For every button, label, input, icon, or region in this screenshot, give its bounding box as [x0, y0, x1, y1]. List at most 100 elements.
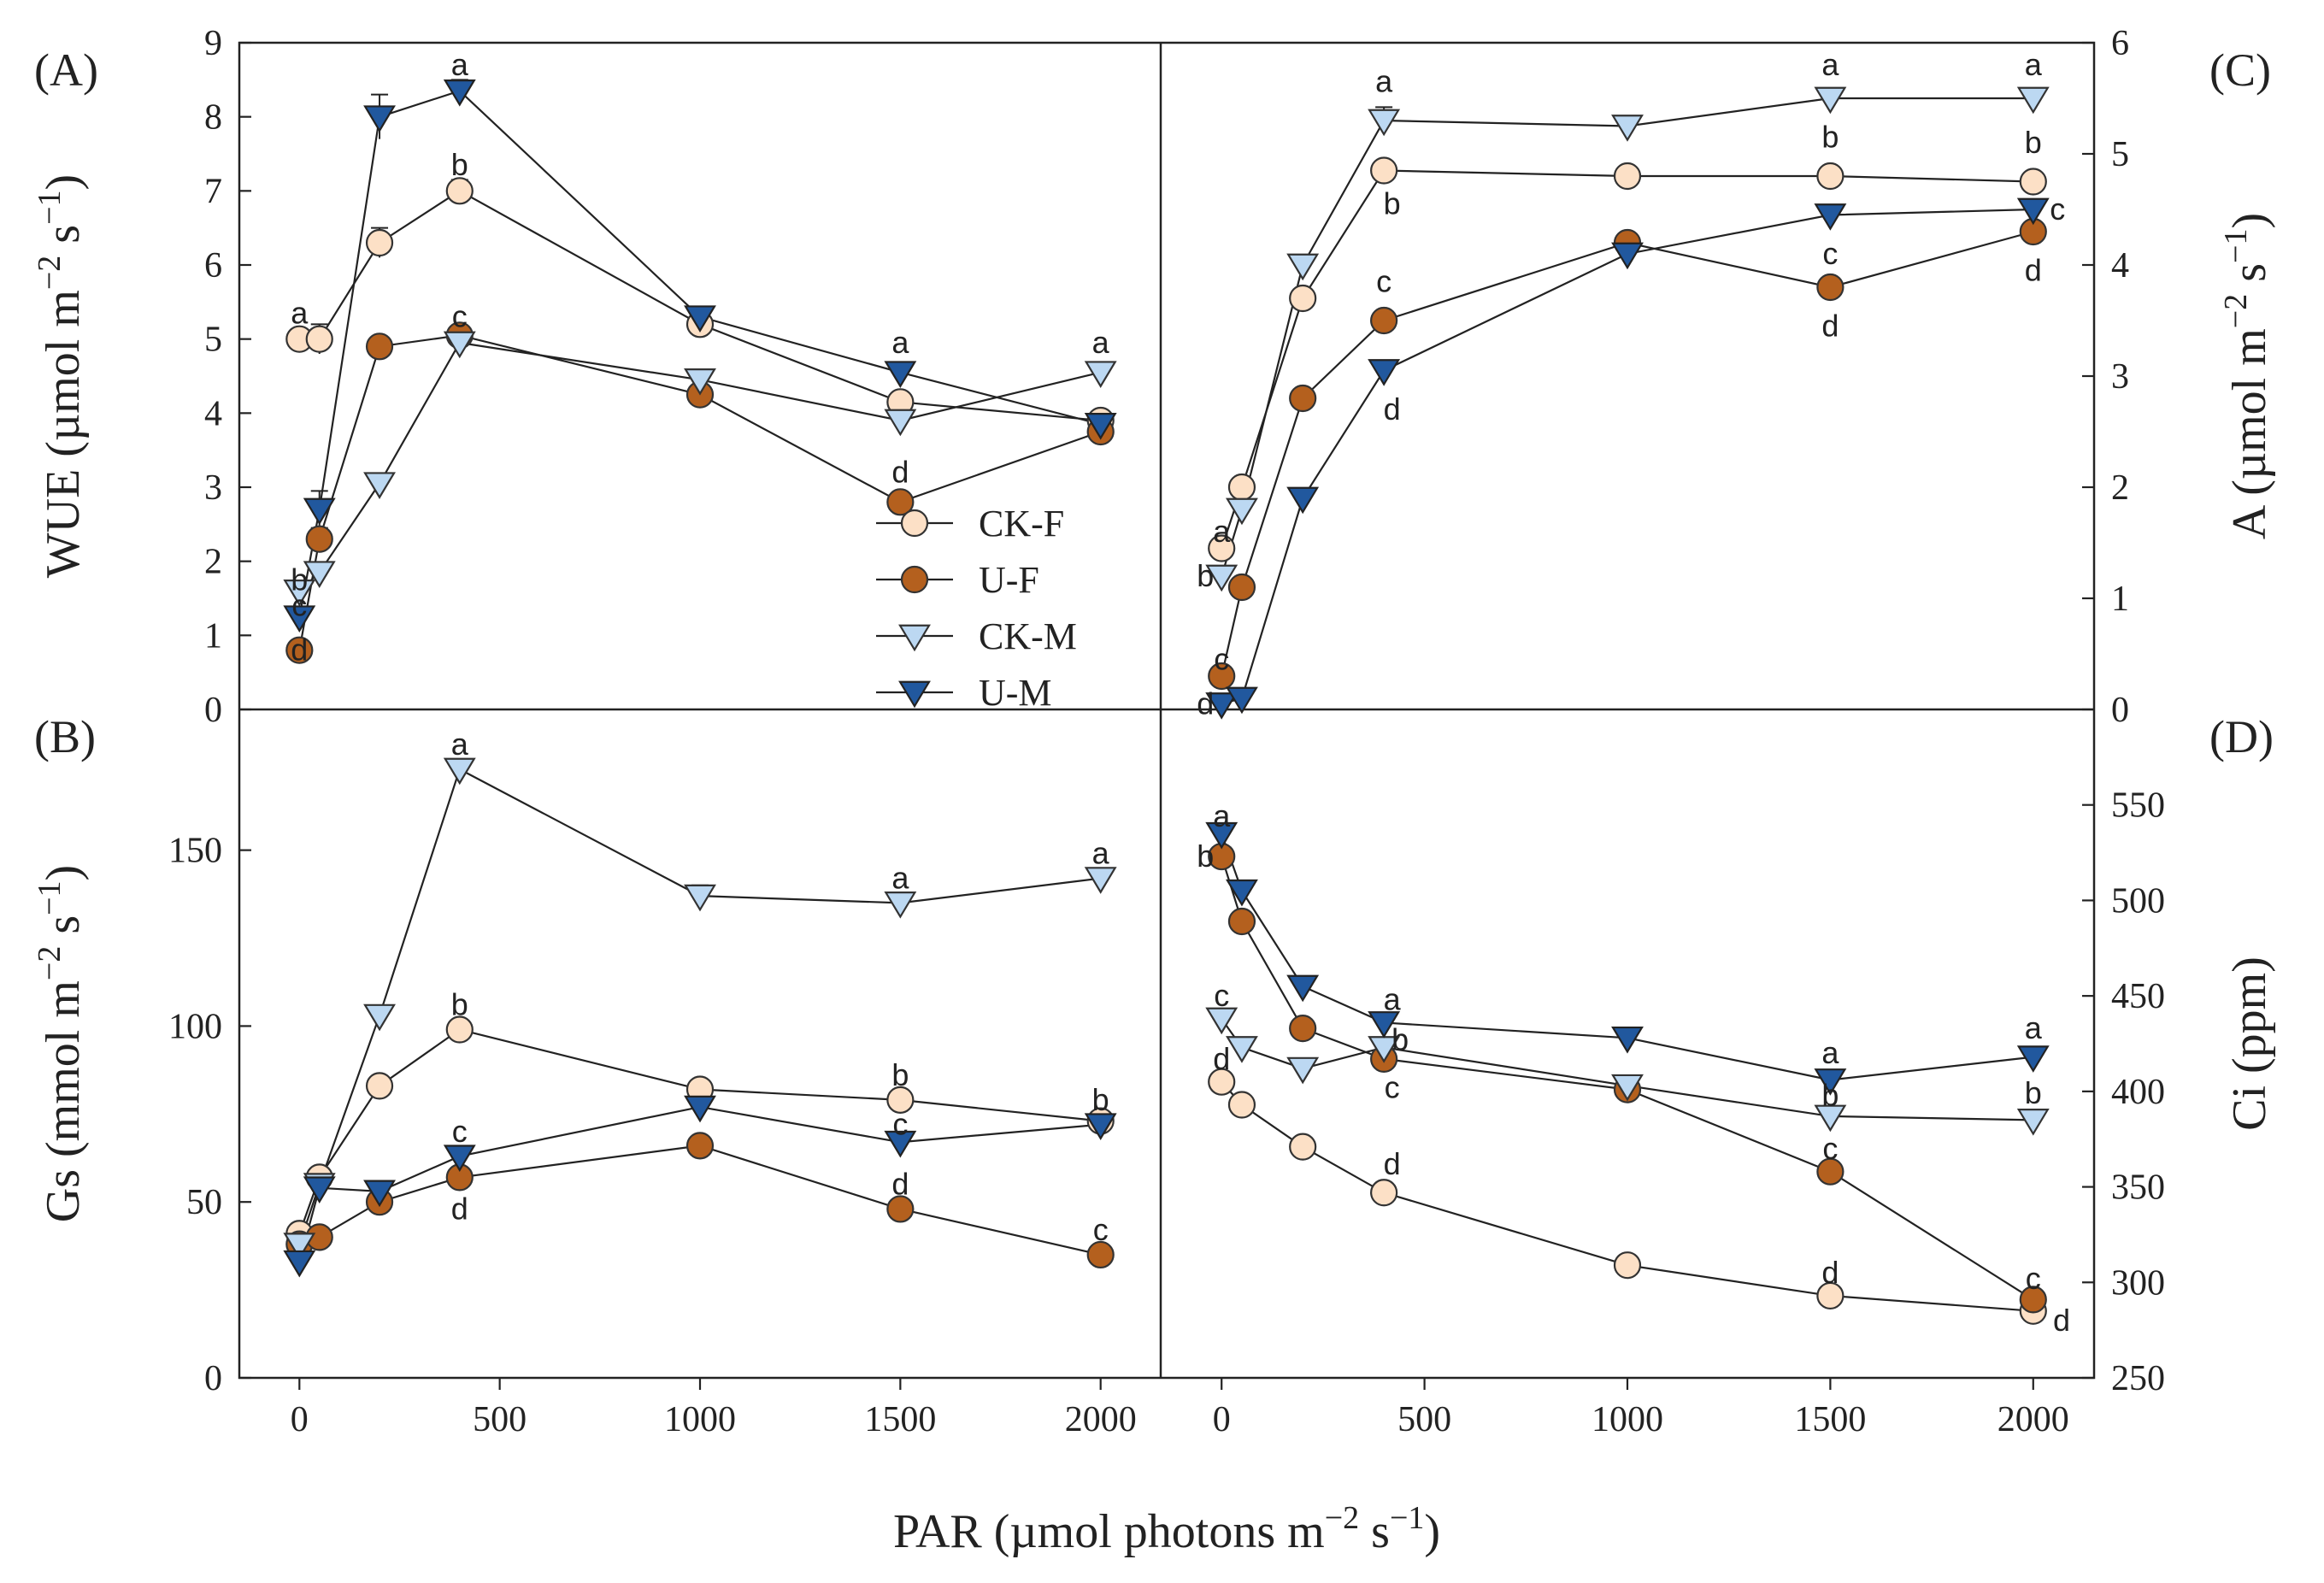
- marker-D-CK-F: [1613, 1251, 1642, 1280]
- sig-letter-C: b: [1197, 558, 1214, 593]
- ytick-label-C: 3: [2111, 357, 2129, 397]
- marker-C-U-F: [1370, 306, 1398, 335]
- xtick-label-B: 1000: [664, 1400, 736, 1439]
- ytick-label-A: 0: [204, 691, 222, 730]
- ylabel-A: WUE (µmol m−2 s−1): [32, 174, 90, 578]
- legend-label-U-F: U-F: [979, 559, 1039, 601]
- ytick-label-A: 4: [204, 394, 222, 433]
- sig-letter-A: b: [451, 147, 468, 182]
- marker-D-U-F: [1289, 1015, 1317, 1043]
- marker-C-CK-M: [1368, 109, 1401, 137]
- ytick-label-A: 6: [204, 246, 222, 285]
- sig-letter-A: a: [451, 47, 469, 82]
- marker-C-CK-M: [2016, 86, 2050, 115]
- sig-letter-D: d: [1384, 1146, 1401, 1181]
- marker-D-CK-M: [1286, 1056, 1320, 1085]
- xtick-label-D: 2000: [1997, 1400, 2069, 1439]
- sig-letter-D: b: [1821, 1077, 1839, 1112]
- marker-D-U-M: [1286, 974, 1320, 1003]
- marker-B-U-F: [685, 1132, 715, 1160]
- ytick-label-C: 4: [2111, 246, 2129, 285]
- sig-letter-B: b: [1092, 1082, 1109, 1117]
- panel-label-C: (C): [2209, 44, 2271, 96]
- legend-label-CK-M: CK-M: [979, 615, 1077, 657]
- marker-A-U-F: [285, 636, 314, 664]
- sig-letter-D: a: [2025, 1010, 2043, 1045]
- ytick-label-D: 450: [2111, 977, 2165, 1016]
- legend-marker-U-F: [900, 565, 929, 594]
- marker-A-U-F: [886, 488, 915, 516]
- sig-letter-B: c: [452, 1114, 468, 1149]
- marker-C-U-F: [1816, 273, 1844, 302]
- panel-label-B: (B): [34, 711, 96, 762]
- marker-D-CK-M: [1205, 1007, 1238, 1035]
- sig-letter-A: a: [1092, 325, 1110, 360]
- ytick-label-A: 1: [204, 616, 222, 656]
- marker-B-U-M: [283, 1250, 316, 1278]
- marker-D-CK-M: [1814, 1104, 1847, 1133]
- xlabel: PAR (µmol photons m−2 s−1): [893, 1500, 1440, 1558]
- marker-C-CK-M: [1814, 86, 1847, 115]
- marker-D-U-M: [2016, 1045, 2050, 1073]
- xtick-label-D: 1000: [1591, 1400, 1663, 1439]
- sig-letter-D: d: [2053, 1303, 2070, 1338]
- marker-A-U-M: [684, 305, 716, 332]
- marker-D-U-M: [1205, 821, 1238, 850]
- marker-D-CK-M: [2016, 1109, 2050, 1136]
- marker-B-CK-M: [1084, 867, 1117, 894]
- sig-letter-D: c: [1822, 1131, 1838, 1166]
- sig-letter-C: a: [1213, 514, 1231, 549]
- marker-D-CK-F: [1816, 1281, 1844, 1310]
- xtick-label-B: 2000: [1065, 1400, 1137, 1439]
- sig-letter-B: a: [451, 727, 469, 762]
- sig-letter-C: d: [1821, 309, 1839, 344]
- marker-B-CK-M: [884, 892, 917, 919]
- marker-D-U-F: [1227, 907, 1256, 936]
- marker-B-CK-F: [365, 1072, 394, 1100]
- ylabel-C: A (µmol m−2 s−1): [2218, 213, 2276, 539]
- sig-letter-D: d: [1821, 1255, 1839, 1290]
- marker-C-U-M: [1226, 686, 1258, 715]
- marker-C-U-F: [1289, 384, 1317, 413]
- sig-letter-B: a: [1092, 836, 1110, 871]
- marker-C-U-M: [1205, 692, 1238, 720]
- marker-B-CK-M: [283, 1233, 316, 1260]
- marker-C-CK-F: [1613, 162, 1642, 191]
- sig-letter-A: d: [891, 455, 909, 490]
- marker-C-CK-F: [2019, 168, 2047, 196]
- ytick-label-C: 1: [2111, 580, 2129, 619]
- ytick-label-B: 50: [186, 1183, 222, 1222]
- sig-letter-C: d: [2025, 253, 2042, 288]
- marker-C-U-M: [2016, 197, 2050, 226]
- ytick-label-B: 0: [204, 1359, 222, 1398]
- sig-letter-C: d: [1384, 391, 1401, 427]
- marker-A-CK-M: [884, 409, 917, 437]
- sig-letter-D: a: [1213, 798, 1231, 833]
- ytick-label-A: 2: [204, 543, 222, 582]
- marker-D-U-M: [1611, 1026, 1644, 1054]
- marker-A-CK-M: [684, 368, 716, 396]
- marker-C-CK-F: [1816, 162, 1844, 191]
- sig-letter-C: a: [2025, 47, 2043, 82]
- marker-A-U-M: [884, 361, 917, 388]
- marker-C-CK-M: [1611, 115, 1644, 142]
- ytick-label-D: 550: [2111, 786, 2165, 826]
- marker-D-U-M: [1226, 879, 1258, 907]
- marker-D-CK-M: [1611, 1074, 1644, 1102]
- sig-letter-C: a: [1821, 47, 1839, 82]
- sig-letter-A: d: [291, 633, 308, 668]
- marker-D-CK-F: [1227, 1091, 1256, 1119]
- sig-letter-C: b: [1384, 186, 1401, 221]
- marker-A-CK-F: [445, 177, 474, 205]
- marker-B-CK-F: [445, 1015, 474, 1044]
- marker-C-CK-F: [1208, 534, 1236, 562]
- marker-A-CK-F: [365, 228, 394, 257]
- marker-C-CK-M: [1226, 497, 1258, 526]
- legend-label-U-M: U-M: [979, 672, 1052, 714]
- sig-letter-C: b: [2025, 125, 2042, 160]
- xtick-label-D: 500: [1397, 1400, 1451, 1439]
- sig-letter-C: c: [2050, 191, 2065, 227]
- sig-letter-D: b: [1197, 839, 1214, 874]
- xtick-label-B: 500: [473, 1400, 527, 1439]
